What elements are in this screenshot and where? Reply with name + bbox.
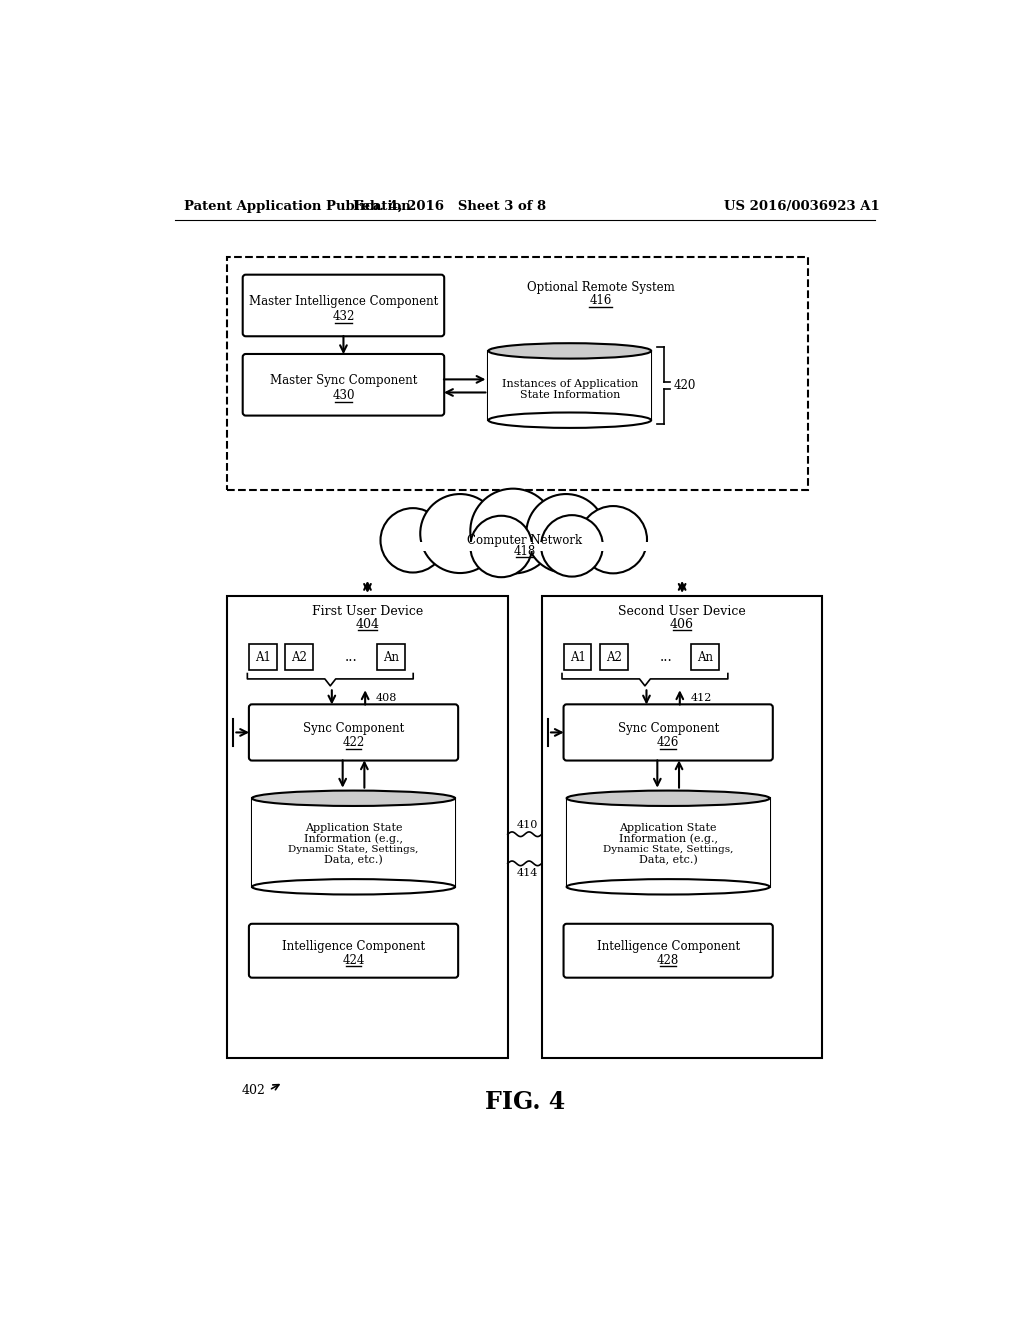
Bar xyxy=(392,543,657,550)
FancyBboxPatch shape xyxy=(563,924,773,978)
Text: 404: 404 xyxy=(355,618,380,631)
Ellipse shape xyxy=(252,791,455,807)
Text: 428: 428 xyxy=(657,954,679,966)
Bar xyxy=(252,799,455,887)
Text: 402: 402 xyxy=(242,1084,266,1097)
Text: An: An xyxy=(697,651,714,664)
FancyBboxPatch shape xyxy=(563,705,773,760)
Text: FIG. 4: FIG. 4 xyxy=(484,1089,565,1114)
Circle shape xyxy=(381,508,445,573)
Text: Master Sync Component: Master Sync Component xyxy=(269,374,417,387)
Ellipse shape xyxy=(488,343,651,359)
Bar xyxy=(566,799,770,887)
Circle shape xyxy=(470,516,532,577)
Text: 406: 406 xyxy=(670,618,694,631)
Text: 422: 422 xyxy=(342,737,365,748)
Text: A2: A2 xyxy=(292,651,307,664)
Text: Master Intelligence Component: Master Intelligence Component xyxy=(249,294,438,308)
Bar xyxy=(377,644,404,671)
Ellipse shape xyxy=(252,879,455,895)
Circle shape xyxy=(420,494,500,573)
Bar xyxy=(563,644,592,671)
Text: Dynamic State, Settings,: Dynamic State, Settings, xyxy=(289,845,419,854)
Text: First User Device: First User Device xyxy=(312,605,423,618)
Text: Intelligence Component: Intelligence Component xyxy=(597,940,739,953)
Bar xyxy=(542,595,822,1057)
Text: Computer Network: Computer Network xyxy=(467,533,583,546)
Circle shape xyxy=(580,506,647,573)
Ellipse shape xyxy=(566,791,770,807)
Bar xyxy=(227,257,809,490)
Bar xyxy=(488,351,651,420)
Ellipse shape xyxy=(488,412,651,428)
Text: 418: 418 xyxy=(514,545,536,558)
Circle shape xyxy=(470,488,556,573)
Text: Data, etc.): Data, etc.) xyxy=(639,855,697,866)
Bar xyxy=(227,595,508,1057)
Bar xyxy=(600,644,628,671)
Text: Sync Component: Sync Component xyxy=(303,722,404,735)
Text: Second User Device: Second User Device xyxy=(618,605,746,618)
FancyBboxPatch shape xyxy=(243,354,444,416)
Text: 426: 426 xyxy=(657,737,679,748)
Bar xyxy=(691,644,719,671)
Text: ...: ... xyxy=(659,651,672,664)
Text: Sync Component: Sync Component xyxy=(617,722,719,735)
Text: Feb. 4, 2016   Sheet 3 of 8: Feb. 4, 2016 Sheet 3 of 8 xyxy=(353,199,546,213)
FancyBboxPatch shape xyxy=(249,924,458,978)
Text: Intelligence Component: Intelligence Component xyxy=(282,940,425,953)
Circle shape xyxy=(526,494,606,573)
Text: 416: 416 xyxy=(590,294,612,308)
Text: Information (e.g.,: Information (e.g., xyxy=(618,833,718,843)
Text: 420: 420 xyxy=(674,379,696,392)
Bar xyxy=(249,644,276,671)
Text: Instances of Application: Instances of Application xyxy=(502,379,638,389)
Circle shape xyxy=(541,515,603,577)
Text: 430: 430 xyxy=(332,389,354,403)
Text: 410: 410 xyxy=(516,820,538,830)
Text: Application State: Application State xyxy=(620,822,717,833)
Text: Optional Remote System: Optional Remote System xyxy=(527,281,675,294)
Text: 412: 412 xyxy=(690,693,712,704)
Text: 408: 408 xyxy=(376,693,397,704)
Text: ...: ... xyxy=(345,651,357,664)
Text: US 2016/0036923 A1: US 2016/0036923 A1 xyxy=(724,199,880,213)
Bar xyxy=(389,537,660,549)
Text: 424: 424 xyxy=(342,954,365,966)
Text: 432: 432 xyxy=(332,310,354,323)
Text: State Information: State Information xyxy=(519,389,620,400)
Text: 414: 414 xyxy=(516,867,538,878)
Text: Dynamic State, Settings,: Dynamic State, Settings, xyxy=(603,845,733,854)
FancyBboxPatch shape xyxy=(243,275,444,337)
Text: A1: A1 xyxy=(255,651,270,664)
Text: A2: A2 xyxy=(606,651,622,664)
FancyBboxPatch shape xyxy=(249,705,458,760)
Text: Data, etc.): Data, etc.) xyxy=(325,855,383,866)
Bar xyxy=(286,644,313,671)
Text: Application State: Application State xyxy=(305,822,402,833)
Text: Information (e.g.,: Information (e.g., xyxy=(304,833,403,843)
Text: An: An xyxy=(383,651,398,664)
Text: Patent Application Publication: Patent Application Publication xyxy=(183,199,411,213)
Ellipse shape xyxy=(566,879,770,895)
Text: A1: A1 xyxy=(569,651,586,664)
